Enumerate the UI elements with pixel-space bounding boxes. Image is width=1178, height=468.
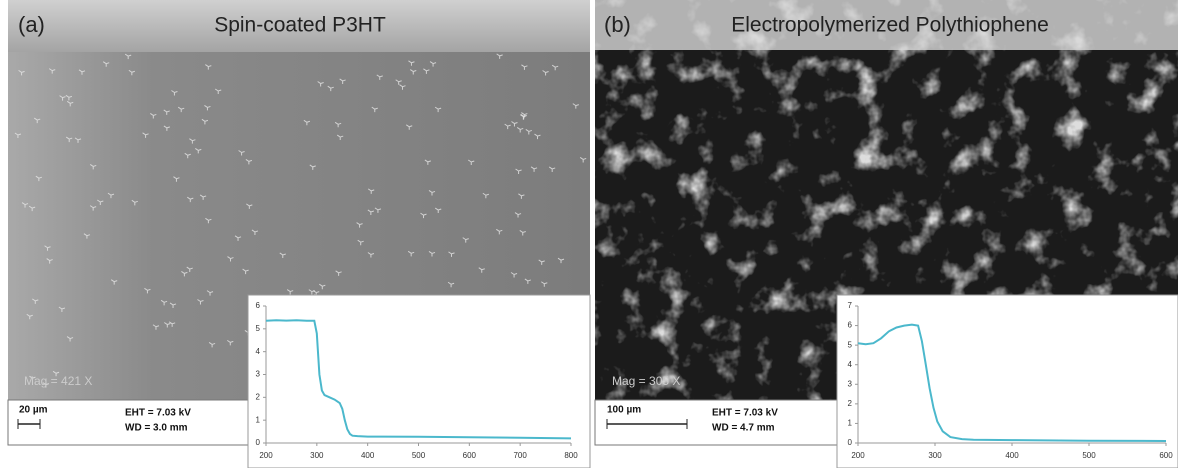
y-tick-label: 5: [848, 340, 853, 349]
x-tick-label: 800: [564, 451, 578, 460]
panel-title: Spin-coated P3HT: [214, 14, 386, 37]
x-tick-label: 600: [463, 451, 477, 460]
y-tick-label: 2: [848, 399, 853, 408]
y-tick-label: 5: [256, 324, 261, 333]
eht: EHT = 7.03 kV: [712, 408, 778, 419]
y-tick-label: 6: [848, 321, 853, 330]
figure: (a) Spin-coated P3HT Mag = 421 X 20 µm E…: [0, 0, 1178, 468]
eht: EHT = 7.03 kV: [125, 408, 191, 419]
panel-label: (b): [604, 12, 631, 37]
x-tick-label: 500: [1082, 451, 1096, 460]
y-tick-label: 7: [848, 301, 853, 310]
mag: Mag = 421 X: [24, 374, 92, 388]
y-tick-label: 1: [256, 415, 261, 424]
y-tick-label: 6: [256, 301, 261, 310]
wd: WD = 4.7 mm: [712, 423, 775, 434]
y-tick-label: 3: [256, 370, 261, 379]
y-tick-label: 0: [848, 438, 853, 447]
panel-title: Electropolymerized Polythiophene: [731, 14, 1049, 37]
y-tick-label: 2: [256, 392, 261, 401]
scale-label: 100 µm: [607, 405, 641, 416]
y-tick-label: 0: [256, 438, 261, 447]
x-tick-label: 500: [412, 451, 426, 460]
x-tick-label: 700: [513, 451, 527, 460]
x-tick-label: 400: [361, 451, 375, 460]
inset-chart-b: [837, 295, 1178, 468]
x-tick-label: 300: [310, 451, 324, 460]
y-tick-label: 4: [848, 360, 853, 369]
x-tick-label: 200: [851, 451, 865, 460]
scale-label: 20 µm: [19, 405, 48, 416]
x-tick-label: 200: [259, 451, 273, 460]
y-tick-label: 1: [848, 419, 853, 428]
wd: WD = 3.0 mm: [125, 423, 188, 434]
x-tick-label: 600: [1159, 451, 1173, 460]
mag: Mag = 305 X: [612, 374, 680, 388]
x-tick-label: 400: [1005, 451, 1019, 460]
y-tick-label: 4: [256, 347, 261, 356]
x-tick-label: 300: [928, 451, 942, 460]
panel-label: (a): [18, 12, 45, 37]
y-tick-label: 3: [848, 379, 853, 388]
